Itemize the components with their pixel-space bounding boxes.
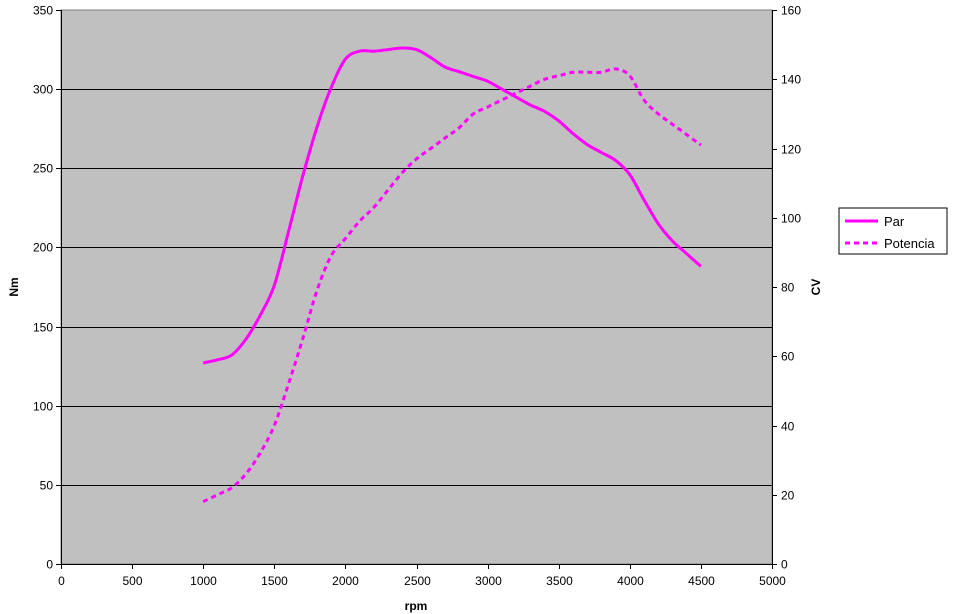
legend: Par Potencia: [838, 207, 948, 255]
right-y-tick-label: 0: [781, 558, 788, 572]
gridlines: [61, 89, 772, 486]
legend-label-potencia: Potencia: [884, 236, 935, 251]
x-axis-title: rpm: [405, 599, 428, 613]
right-y-tick-label: 20: [781, 489, 795, 503]
left-y-axis-ticks: 0 50 100 150 200 250 300 350: [33, 4, 61, 572]
left-y-tick-label: 300: [33, 83, 53, 97]
x-tick-label: 5000: [759, 574, 786, 588]
x-tick-label: 4500: [688, 574, 715, 588]
left-y-tick-label: 200: [33, 241, 53, 255]
right-y-tick-label: 80: [781, 281, 795, 295]
x-tick-label: 3500: [546, 574, 573, 588]
x-tick-label: 2000: [332, 574, 359, 588]
series-line-potencia: [202, 67, 702, 504]
legend-label-par: Par: [884, 214, 905, 229]
x-tick-label: 2500: [404, 574, 431, 588]
series-line-par: [202, 46, 702, 365]
x-tick-label: 1000: [190, 574, 217, 588]
right-y-tick-label: 60: [781, 350, 795, 364]
left-y-tick-label: 150: [33, 321, 53, 335]
right-y-tick-label: 100: [781, 212, 801, 226]
left-y-tick-label: 100: [33, 400, 53, 414]
x-tick-label: 3000: [475, 574, 502, 588]
left-y-tick-label: 250: [33, 162, 53, 176]
right-y-tick-label: 140: [781, 73, 801, 87]
right-y-tick-label: 40: [781, 420, 795, 434]
x-tick-label: 500: [122, 574, 142, 588]
left-y-tick-label: 50: [40, 479, 54, 493]
series-layer: [202, 46, 702, 504]
x-tick-label: 1500: [261, 574, 288, 588]
x-tick-label: 0: [58, 574, 65, 588]
x-axis-ticks: 0 500 1000 1500 2000 2500 3000 3500 4000 4500 5000: [58, 564, 786, 588]
right-y-tick-label: 120: [781, 143, 801, 157]
left-y-tick-label: 350: [33, 4, 53, 18]
left-y-axis-title: Nm: [7, 277, 21, 296]
left-y-tick-label: 0: [46, 558, 53, 572]
right-y-axis-ticks: 0 20 40 60 80 100 120 140 160: [772, 4, 801, 572]
x-tick-label: 4000: [617, 574, 644, 588]
plot-area: [60, 9, 773, 565]
right-y-axis-title: CV: [809, 279, 823, 296]
legend-box: [838, 207, 948, 255]
right-y-tick-label: 160: [781, 4, 801, 18]
